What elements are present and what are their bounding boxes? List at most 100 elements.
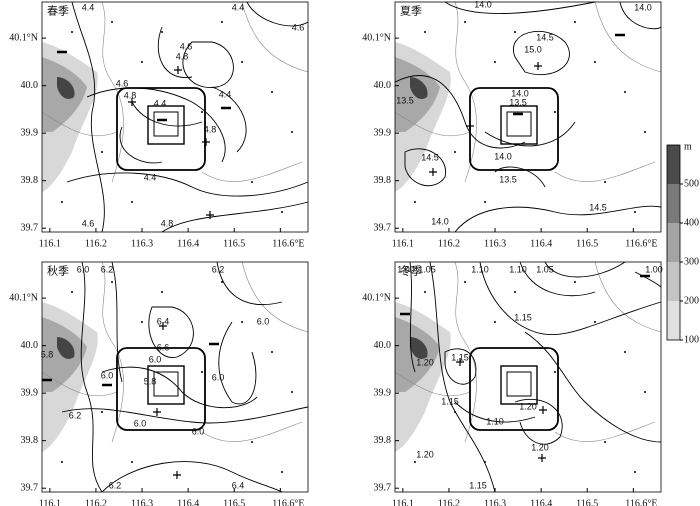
contour-label: 4.4 <box>144 172 157 182</box>
contour <box>111 261 123 383</box>
panel-label: 春季 <box>47 5 69 18</box>
contour-label: 6.0 <box>101 370 114 380</box>
x-tick-label: 116.6°E <box>625 238 657 249</box>
station <box>111 281 113 283</box>
contour <box>246 1 309 27</box>
station <box>624 351 626 353</box>
contour <box>409 261 416 373</box>
station <box>464 21 466 23</box>
map-frame <box>41 261 309 493</box>
y-tick-label: 40.1°N <box>362 292 391 303</box>
max-marker <box>429 168 437 176</box>
contour-label: 6.4 <box>232 480 245 490</box>
max-marker <box>466 122 474 130</box>
contour-label: 1.00 <box>645 264 663 274</box>
ring-road <box>500 365 538 405</box>
max-marker <box>539 406 547 414</box>
contour-label: 1.20 <box>416 449 434 459</box>
station <box>271 351 273 353</box>
max-marker <box>174 66 182 74</box>
contour <box>119 126 163 164</box>
contour-label: 1.10 <box>471 264 489 274</box>
contour-label: 4.8 <box>204 124 217 134</box>
station <box>464 281 466 283</box>
x-tick-label: 116.6°E <box>625 498 657 506</box>
map-frame <box>394 261 662 493</box>
contour-label: 13.5 <box>396 95 414 105</box>
x-tick-label: 116.5 <box>576 498 598 506</box>
contour-label: 6.0 <box>134 418 147 428</box>
y-tick-label: 39.9 <box>374 387 392 398</box>
station <box>554 371 556 373</box>
station <box>281 471 283 473</box>
contour <box>211 86 247 153</box>
contour <box>444 1 596 14</box>
station <box>604 181 606 183</box>
colorbar-tick-label: 300 <box>684 256 699 267</box>
station <box>414 201 416 203</box>
contour <box>131 101 203 127</box>
contour-label: 6.0 <box>192 426 205 436</box>
contour-label: 6.0 <box>212 372 225 382</box>
y-tick-label: 40.1°N <box>9 32 38 43</box>
y-tick-label: 39.8 <box>21 435 39 446</box>
station <box>61 201 63 203</box>
contour-label: 14.5 <box>536 32 554 42</box>
colorbar-band <box>667 223 680 262</box>
contour <box>66 172 309 197</box>
x-tick-label: 116.6°E <box>272 498 304 506</box>
x-tick-label: 116.3 <box>484 238 506 249</box>
map-frame <box>41 1 309 233</box>
contour-label: 5.8 <box>144 376 157 386</box>
x-tick-label: 116.5 <box>223 498 245 506</box>
station <box>291 391 293 393</box>
contour <box>524 331 662 443</box>
x-tick-label: 116.2 <box>85 498 107 506</box>
station <box>644 391 646 393</box>
inner-city <box>153 371 179 397</box>
station <box>221 21 223 23</box>
y-tick-label: 40.1°N <box>362 32 391 43</box>
ring-road <box>147 365 185 405</box>
max-marker <box>538 454 546 462</box>
ring-road <box>469 347 559 431</box>
contour <box>80 261 103 493</box>
x-tick-label: 116.5 <box>576 238 598 249</box>
contour <box>484 121 576 147</box>
station <box>241 61 243 63</box>
x-tick-label: 116.4 <box>177 498 199 506</box>
contour-label: 1.20 <box>519 401 537 411</box>
boundary <box>394 1 662 183</box>
station <box>414 461 416 463</box>
station <box>634 471 636 473</box>
contour-label: 4.4 <box>232 2 245 12</box>
contour <box>544 261 626 278</box>
station <box>594 61 596 63</box>
x-tick-label: 116.3 <box>131 238 153 249</box>
station <box>101 151 103 153</box>
station <box>454 151 456 153</box>
contour-label: 4.8 <box>161 218 174 228</box>
colorbar-tick-label: 100 <box>684 334 699 345</box>
contour-label: 1.05 <box>536 264 554 274</box>
station <box>141 321 143 323</box>
station <box>131 201 133 203</box>
contour-label: 4.6 <box>82 218 95 228</box>
colorbar-frame <box>666 144 681 341</box>
contour-label: 14.0 <box>494 151 512 161</box>
colorbar-band <box>667 145 680 184</box>
station <box>634 211 636 213</box>
contour <box>101 461 283 493</box>
contour-label: 6.0 <box>149 354 162 364</box>
panel-label: 秋季 <box>47 264 69 278</box>
station <box>141 61 143 63</box>
panel-label: 冬季 <box>400 264 422 278</box>
boundary <box>41 1 309 183</box>
station <box>221 281 223 283</box>
station <box>624 91 626 93</box>
contour-label: 1.00 <box>397 264 415 274</box>
station <box>484 461 486 463</box>
station <box>131 461 133 463</box>
station <box>201 371 203 373</box>
contour-label: 4.8 <box>176 51 189 61</box>
